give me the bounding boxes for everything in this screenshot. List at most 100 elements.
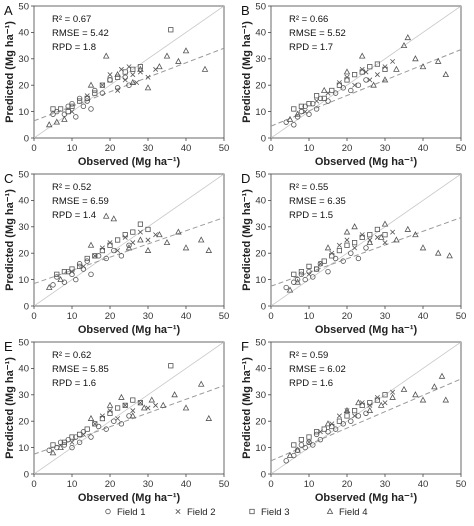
data-point [352, 82, 358, 88]
x-tick-label: 20 [342, 143, 353, 154]
y-tick-label: 10 [18, 443, 29, 454]
legend-label: Field 4 [339, 507, 368, 518]
x-tick-label: 50 [456, 311, 467, 322]
data-point [137, 236, 144, 243]
data-point [99, 245, 105, 251]
data-point [69, 439, 75, 445]
data-point [156, 231, 163, 238]
panel-a: 0 10 20 30 40 50 0 10 20 30 40 50 R² = 0.67 RMSE = 5.… [4, 1, 229, 168]
data-point [115, 416, 121, 422]
data-point [351, 408, 358, 414]
y-axis-title: Predicted (Mg ha⁻¹) [241, 189, 253, 291]
data-point [137, 229, 143, 235]
x-axis-title: Observed (Mg ha⁻¹) [78, 324, 181, 336]
data-point [69, 103, 75, 109]
x-axis-title: Observed (Mg ha⁻¹) [315, 492, 418, 504]
series-field-2 [69, 64, 159, 115]
data-point [321, 258, 327, 264]
data-point [306, 263, 312, 270]
y-tick-label: 20 [255, 249, 266, 260]
panel-d: 0 10 20 30 40 50 0 10 20 30 40 50 R² = 0.55 RMSE = 6.… [241, 169, 466, 336]
data-point [92, 253, 98, 259]
y-tick-label: 40 [255, 364, 266, 375]
data-point [88, 271, 94, 278]
y-tick-label: 20 [18, 81, 29, 92]
data-point [336, 413, 342, 419]
data-point [107, 242, 113, 248]
data-point [69, 444, 75, 451]
data-point [377, 233, 385, 240]
data-point [355, 82, 362, 88]
data-point [156, 63, 163, 70]
y-tick-label: 30 [255, 222, 266, 233]
regression-line [271, 217, 461, 287]
data-point [95, 253, 102, 259]
data-point [352, 245, 358, 251]
x-tick-label: 50 [219, 311, 230, 322]
data-point [102, 52, 110, 59]
data-point [122, 74, 128, 80]
data-point [367, 232, 373, 238]
y-tick-label: 10 [255, 275, 266, 286]
data-point [163, 52, 171, 59]
data-point [58, 106, 64, 112]
data-point [382, 392, 388, 398]
data-point [107, 240, 113, 246]
data-point [302, 109, 308, 115]
data-point [118, 421, 125, 427]
data-point [363, 245, 369, 251]
data-point [291, 271, 297, 277]
series-field-2 [69, 229, 159, 275]
x-tick-label: 20 [342, 311, 353, 322]
data-point [87, 81, 95, 88]
data-point [359, 234, 365, 240]
data-point [325, 429, 331, 435]
x-tick-label: 0 [268, 143, 273, 154]
y-axis-title: Predicted (Mg ha⁻¹) [241, 357, 253, 459]
data-point [286, 286, 294, 293]
y-tick-label: 30 [18, 390, 29, 401]
data-point [54, 108, 60, 115]
data-point [125, 244, 133, 251]
data-point [197, 380, 205, 387]
data-point [49, 449, 57, 456]
plot-frame [270, 341, 462, 475]
x-tick-label: 50 [456, 479, 467, 490]
data-point [286, 451, 294, 458]
data-point [57, 443, 64, 451]
data-point [419, 63, 427, 70]
series-field-1 [283, 410, 369, 464]
series-field-2 [306, 389, 396, 445]
data-point [92, 87, 98, 94]
data-point [80, 103, 87, 110]
data-point [65, 436, 71, 443]
y-axis-title: Predicted (Mg ha⁻¹) [4, 357, 16, 459]
data-point [324, 420, 332, 427]
data-point [115, 237, 121, 243]
data-point [283, 458, 289, 464]
x-tick-label: 50 [456, 143, 467, 154]
stat-line: R² = 0.62 [52, 350, 91, 361]
series-field-4 [286, 372, 450, 458]
data-point [115, 87, 121, 93]
y-tick-label: 30 [255, 390, 266, 401]
data-point [140, 404, 148, 411]
data-point [351, 72, 358, 78]
data-point [306, 101, 312, 107]
data-point [145, 74, 151, 80]
data-point [84, 98, 90, 104]
data-point [144, 246, 152, 253]
data-point [404, 225, 412, 232]
data-point [374, 394, 380, 400]
x-tick-label: 0 [268, 311, 273, 322]
series-field-1 [46, 413, 132, 453]
data-point [291, 442, 297, 448]
stat-line: RPD = 1.6 [52, 378, 96, 389]
data-point [118, 253, 125, 259]
data-point [87, 241, 95, 248]
plot-frame [33, 5, 225, 139]
data-point [99, 415, 105, 422]
data-point [393, 236, 400, 243]
x-tick-label: 30 [143, 311, 154, 322]
